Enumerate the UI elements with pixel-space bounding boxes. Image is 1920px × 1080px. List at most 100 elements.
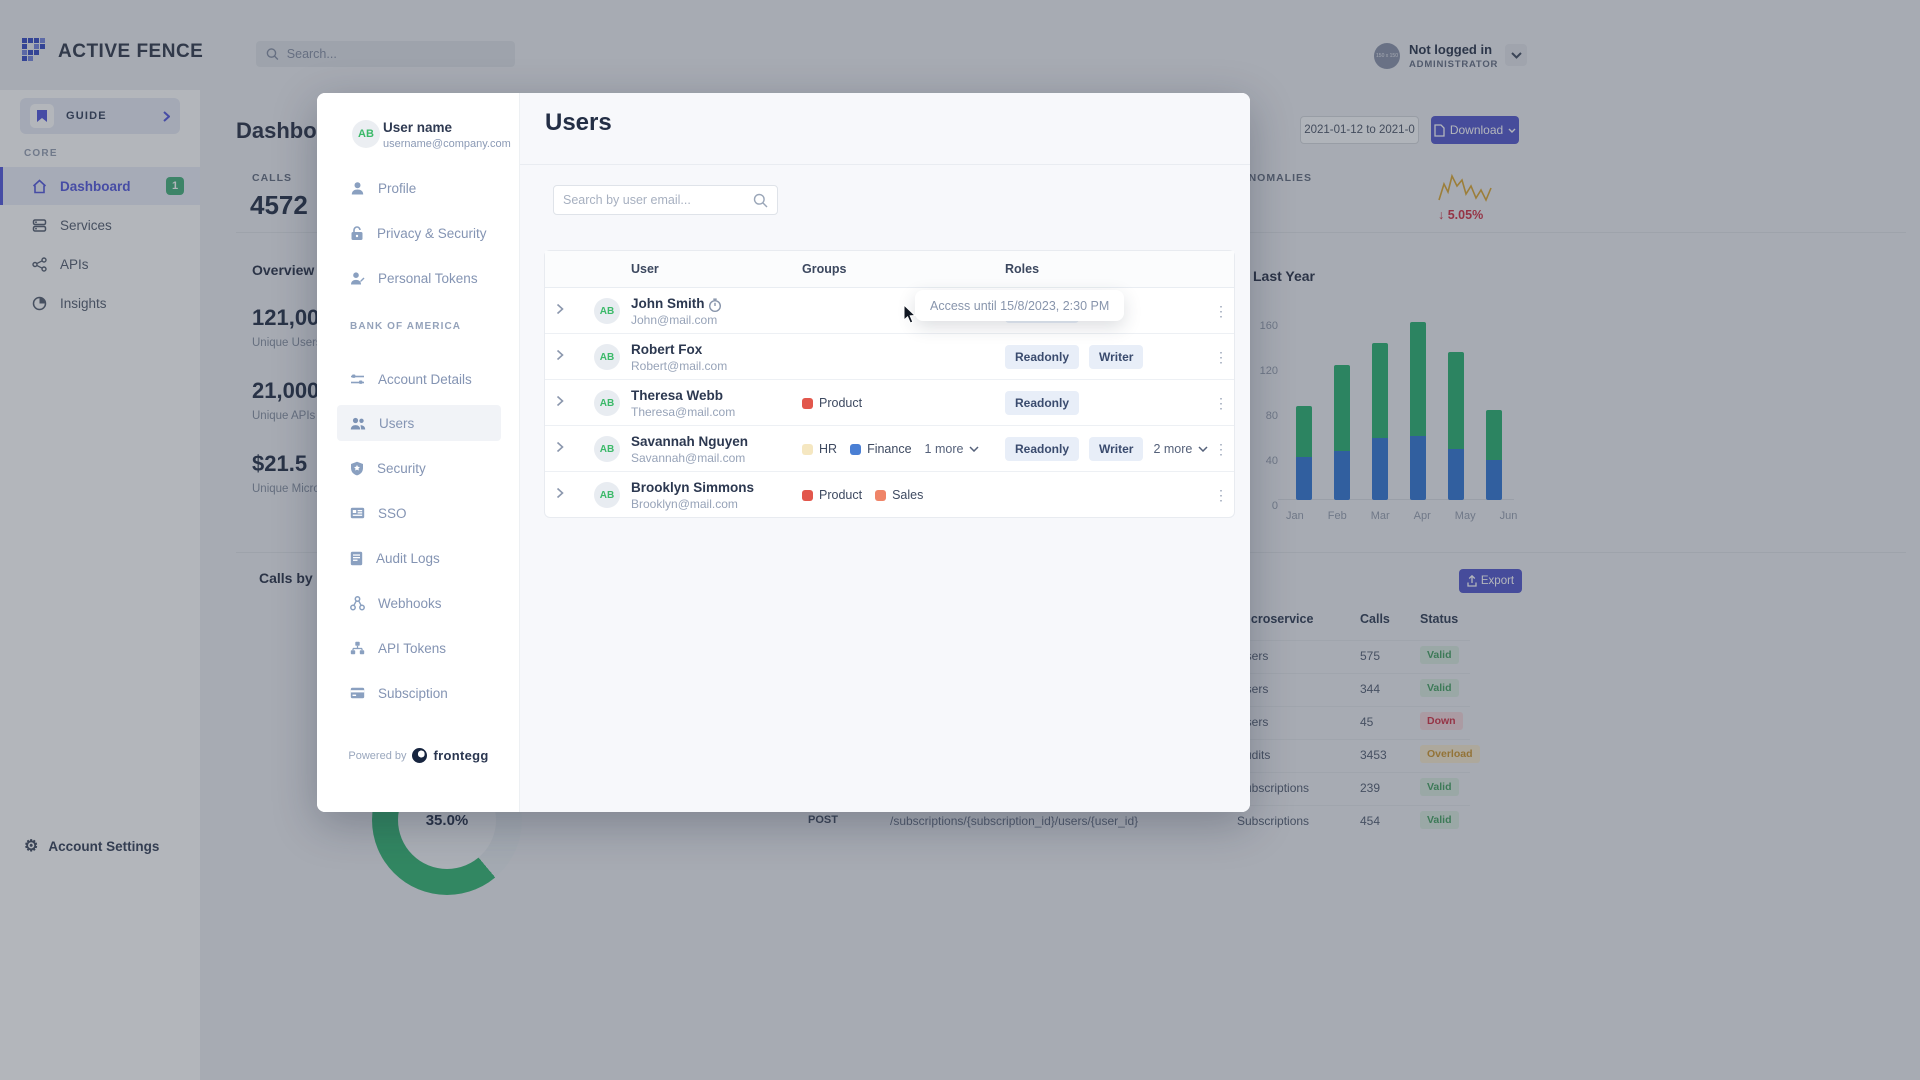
column-header-user: User <box>631 262 659 276</box>
sidebar-item-dashboard[interactable]: Dashboard 1 <box>0 167 200 205</box>
powered-by: Powered by frontegg <box>317 748 520 763</box>
global-search[interactable] <box>256 41 515 67</box>
guide-button[interactable]: GUIDE <box>20 98 180 134</box>
global-search-input[interactable] <box>286 47 505 61</box>
roles-cell: Readonly Writer <box>1005 334 1144 380</box>
header-user-chevron[interactable] <box>1505 44 1527 66</box>
users-table: User Groups Roles AB John Smith John@mai… <box>544 250 1235 518</box>
x-axis-line <box>1278 499 1514 500</box>
user-row-john-smith[interactable]: AB John Smith John@mail.com Readonly ⋮ <box>545 288 1234 334</box>
chevron-right-icon <box>163 110 170 122</box>
expand-chevron-icon[interactable] <box>556 303 564 315</box>
clock-icon[interactable] <box>708 298 722 313</box>
header-user-menu[interactable]: 150 x 150 Not logged in ADMINISTRATOR <box>1374 42 1498 70</box>
sliders-icon <box>351 374 364 384</box>
menu-item-webhooks[interactable]: Webhooks <box>337 585 501 621</box>
account-email: username@company.com <box>383 138 511 150</box>
user-name: Robert Fox <box>631 342 703 357</box>
user-email-search[interactable] <box>553 185 778 215</box>
sidebar-item-apis[interactable]: APIs <box>0 245 200 283</box>
expand-chevron-icon[interactable] <box>556 349 564 361</box>
sidebar-item-services[interactable]: Services <box>0 206 200 244</box>
group-dot <box>802 397 813 409</box>
chart-title: Last Year <box>1253 268 1316 284</box>
date-range-input[interactable]: 2021-01-12 to 2021-0 <box>1300 116 1419 144</box>
column-header: Microservice <box>1237 612 1314 626</box>
menu-item-users[interactable]: Users <box>337 405 501 441</box>
row-menu-kebab-icon[interactable]: ⋮ <box>1214 348 1228 365</box>
role-chip: Writer <box>1089 437 1144 461</box>
y-tick: 0 <box>1271 500 1278 512</box>
group-dot <box>875 489 887 501</box>
groups-cell: Product Sales <box>802 472 923 518</box>
server-icon <box>32 218 47 232</box>
export-button[interactable]: Export <box>1459 569 1522 593</box>
user-row-robert-fox[interactable]: AB Robert Fox Robert@mail.com Readonly W… <box>545 334 1234 380</box>
menu-item-subscription[interactable]: Subsciption <box>337 675 501 711</box>
share-nodes-icon <box>32 256 47 272</box>
bar-feb <box>1334 365 1350 500</box>
gear-icon: ⚙ <box>24 838 39 855</box>
row-menu-kebab-icon[interactable]: ⋮ <box>1214 394 1228 411</box>
user-name: Brooklyn Simmons <box>631 480 755 495</box>
role-chip: Readonly <box>1005 437 1080 461</box>
roles-more-toggle[interactable]: 2 more <box>1153 442 1208 456</box>
user-row-brooklyn-simmons[interactable]: AB Brooklyn Simmons Brooklyn@mail.com Pr… <box>545 472 1234 518</box>
app-logo-text: ACTIVE FENCE <box>58 40 204 62</box>
chevron-down-icon <box>1198 446 1208 452</box>
menu-item-personal-tokens[interactable]: Personal Tokens <box>337 260 501 296</box>
status-badge: Valid <box>1420 646 1459 664</box>
roles-cell: Readonly <box>1005 380 1080 426</box>
download-button[interactable]: Download <box>1431 116 1519 144</box>
anomalies-change: ↓ 5.05% <box>1438 208 1484 222</box>
frontegg-logo-icon <box>412 748 428 763</box>
sitemap-icon <box>350 641 365 655</box>
menu-item-account-details[interactable]: Account Details <box>337 361 501 397</box>
role-chip: Writer <box>1089 345 1144 369</box>
bar-jan <box>1296 405 1312 500</box>
users-panel: Users Invite User Groups Roles AB John S… <box>520 93 1250 812</box>
document-lines-icon <box>350 551 363 565</box>
active-fence-logo-icon <box>22 38 45 61</box>
expand-chevron-icon[interactable] <box>556 487 564 499</box>
role-chip: Readonly <box>1005 391 1080 415</box>
shield-icon <box>351 461 363 475</box>
divider <box>520 164 1250 165</box>
endpoint-path: /subscriptions/{subscription_id}/users/{… <box>890 814 1139 828</box>
user-email-search-input[interactable] <box>563 193 753 207</box>
account-settings-label: Account Settings <box>48 838 160 854</box>
column-header: Status <box>1420 612 1459 626</box>
menu-item-audit-logs[interactable]: Audit Logs <box>337 540 501 576</box>
bar-may <box>1448 351 1464 500</box>
guide-label: GUIDE <box>66 110 107 122</box>
bar-mar <box>1372 342 1388 500</box>
stat-label: Unique APIs <box>252 410 316 422</box>
row-menu-kebab-icon[interactable]: ⋮ <box>1214 302 1228 319</box>
menu-item-security[interactable]: Security <box>337 450 501 486</box>
group-dot <box>802 489 813 501</box>
roles-cell: Readonly Writer 2 more <box>1005 426 1208 472</box>
sidebar-item-insights[interactable]: Insights <box>0 284 200 322</box>
app-logo: ACTIVE FENCE <box>22 38 203 65</box>
document-icon <box>1434 123 1445 137</box>
users-page-title: Users <box>545 109 612 136</box>
menu-item-privacy-security[interactable]: Privacy & Security <box>337 215 501 251</box>
avatar: AB <box>352 120 380 148</box>
groups-more-toggle[interactable]: 1 more <box>925 442 980 456</box>
group-label: HR <box>819 442 838 456</box>
expand-chevron-icon[interactable] <box>556 395 564 407</box>
account-settings-button[interactable]: ⚙ Account Settings <box>24 836 159 856</box>
menu-item-api-tokens[interactable]: API Tokens <box>337 630 501 666</box>
user-row-savannah-nguyen[interactable]: AB Savannah Nguyen Savannah@mail.com HR … <box>545 426 1234 472</box>
row-menu-kebab-icon[interactable]: ⋮ <box>1214 486 1228 503</box>
expand-chevron-icon[interactable] <box>556 441 564 453</box>
user-row-theresa-webb[interactable]: AB Theresa Webb Theresa@mail.com Product… <box>545 380 1234 426</box>
menu-item-profile[interactable]: Profile <box>337 170 501 206</box>
menu-item-sso[interactable]: SSO <box>337 495 501 531</box>
user-name: Savannah Nguyen <box>631 434 749 449</box>
stat-value: 21,000 <box>252 378 320 403</box>
row-menu-kebab-icon[interactable]: ⋮ <box>1214 440 1228 457</box>
user-email: Brooklyn@mail.com <box>631 497 738 511</box>
person-icon <box>351 181 364 194</box>
group-label: Sales <box>892 488 924 502</box>
